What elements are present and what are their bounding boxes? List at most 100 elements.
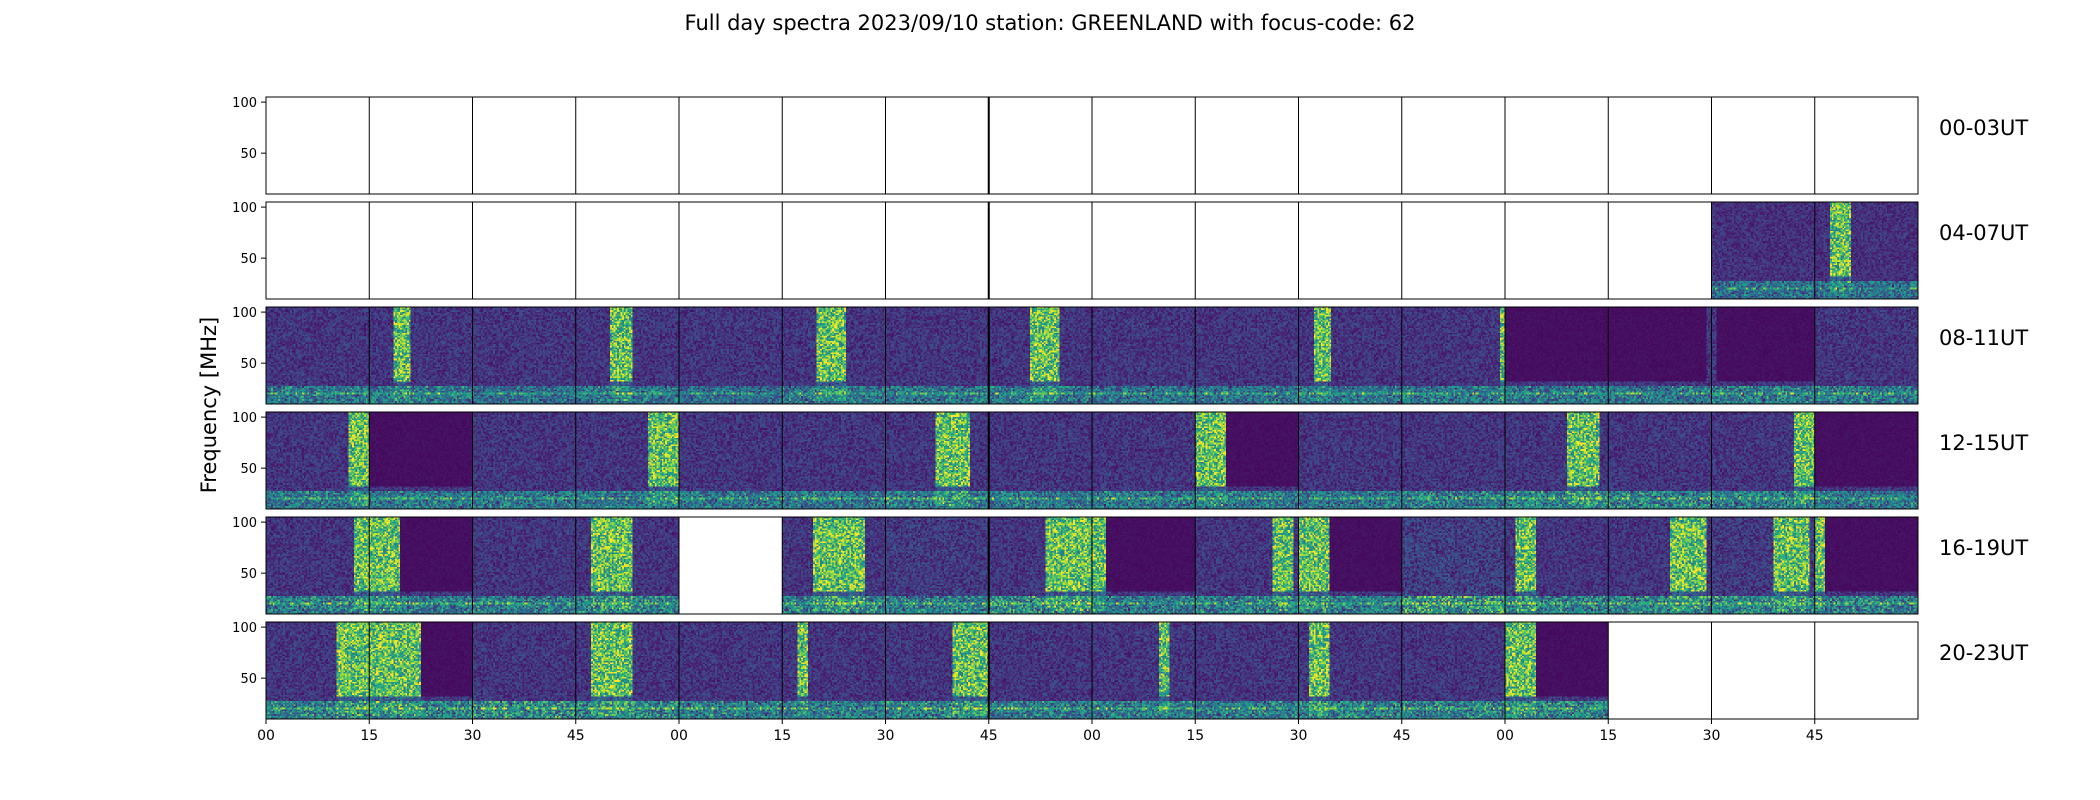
spectrogram-panel <box>575 517 679 614</box>
empty-panel <box>885 202 989 299</box>
y-tick-label: 100 <box>232 96 257 111</box>
x-tick-label: 45 <box>980 728 998 744</box>
y-tick-label: 50 <box>240 252 257 267</box>
spectrogram-panel <box>1092 622 1196 719</box>
spectrogram-panel <box>988 307 1092 404</box>
empty-panel <box>1711 622 1815 719</box>
empty-panel <box>782 97 886 194</box>
spectrogram-panel <box>1505 622 1609 719</box>
empty-panel <box>988 202 1092 299</box>
spectrogram-panel <box>472 412 576 509</box>
x-tick-label: 00 <box>1496 728 1514 744</box>
empty-panel <box>679 97 783 194</box>
spectrogram-panel <box>1814 307 1918 404</box>
spectrogram-panel <box>1092 517 1196 614</box>
row-label: 00-03UT <box>1939 116 2028 140</box>
spectrogram-panel <box>988 622 1092 719</box>
spectrogram-panel <box>1195 307 1299 404</box>
empty-panel <box>679 202 783 299</box>
row-label: 04-07UT <box>1939 221 2028 245</box>
spectrogram-panel <box>369 517 473 614</box>
empty-panel <box>575 97 679 194</box>
spectrogram-panel <box>1711 202 1815 299</box>
spectrogram-panel <box>885 622 989 719</box>
row-frame <box>265 96 1919 195</box>
x-tick-label: 15 <box>360 728 378 744</box>
empty-panel <box>1505 202 1609 299</box>
spectrogram-panel <box>1505 517 1609 614</box>
empty-panel <box>1505 97 1609 194</box>
spectrogram-panel <box>1608 307 1712 404</box>
empty-panel <box>1298 97 1402 194</box>
empty-panel <box>1814 622 1918 719</box>
spectrogram-panel <box>782 307 886 404</box>
spectra-row: 50 100 00-03UT <box>232 96 2028 195</box>
x-tick-label: 30 <box>1290 728 1308 744</box>
spectrogram-panel <box>575 307 679 404</box>
empty-panel <box>1608 622 1712 719</box>
spectrogram-panel <box>1298 622 1402 719</box>
y-tick-label: 50 <box>240 567 257 582</box>
row-frame <box>265 201 1919 300</box>
y-axis-label: Frequency [MHz] <box>197 317 221 493</box>
spectrogram-panel <box>1608 517 1712 614</box>
x-tick-label: 00 <box>670 728 688 744</box>
x-tick-label: 45 <box>567 728 585 744</box>
spectrogram-panel <box>1092 412 1196 509</box>
y-tick-label: 100 <box>232 201 257 216</box>
spectrogram-panel <box>1814 202 1918 299</box>
row-frame <box>265 516 1919 615</box>
y-tick-label: 100 <box>232 411 257 426</box>
spectrogram-panel <box>679 412 783 509</box>
row-label: 16-19UT <box>1939 536 2028 560</box>
spectrogram-panel <box>472 622 576 719</box>
spectrogram-panel <box>1195 622 1299 719</box>
y-tick-label: 100 <box>232 516 257 531</box>
empty-panel <box>1711 97 1815 194</box>
spectrogram-panel <box>1195 517 1299 614</box>
x-tick-label: 15 <box>1599 728 1617 744</box>
row-frame <box>265 411 1919 510</box>
spectrogram-panel <box>1505 412 1609 509</box>
empty-panel <box>679 517 783 614</box>
empty-panel <box>1401 97 1505 194</box>
row-label: 08-11UT <box>1939 326 2028 350</box>
spectrogram-panel <box>369 622 473 719</box>
x-tick-label: 00 <box>1083 728 1101 744</box>
empty-panel <box>1092 97 1196 194</box>
row-frame <box>265 306 1919 405</box>
spectra-row: 50 100 20-23UT <box>232 621 2028 720</box>
row-label: 20-23UT <box>1939 641 2028 665</box>
spectra-row: 50 100 08-11UT <box>232 306 2028 405</box>
empty-panel <box>885 97 989 194</box>
y-tick-label: 50 <box>240 357 257 372</box>
empty-panel <box>782 202 886 299</box>
spectrogram-panel <box>1814 517 1918 614</box>
spectrogram-panel <box>266 307 370 404</box>
x-tick-label: 45 <box>1393 728 1411 744</box>
spectrogram-panel <box>1814 412 1918 509</box>
spectrogram-panel <box>1195 412 1299 509</box>
spectrogram-panel <box>1298 517 1402 614</box>
y-tick-label: 100 <box>232 306 257 321</box>
spectrogram-panel <box>266 517 370 614</box>
empty-panel <box>1814 97 1918 194</box>
spectrogram-panel <box>1092 307 1196 404</box>
spectra-row: 50 100 04-07UT <box>232 201 2028 300</box>
spectrogram-panel <box>988 517 1092 614</box>
spectrogram-panel <box>1298 307 1402 404</box>
spectra-row: 50 100 12-15UT <box>232 411 2028 510</box>
y-tick-label: 50 <box>240 462 257 477</box>
spectrogram-panel <box>575 622 679 719</box>
spectrogram-panel <box>679 307 783 404</box>
empty-panel <box>1298 202 1402 299</box>
empty-panel <box>369 202 473 299</box>
spectrogram-panel <box>885 517 989 614</box>
empty-panel <box>1195 202 1299 299</box>
spectrogram-panel <box>1711 307 1815 404</box>
spectrogram-panel <box>266 412 370 509</box>
x-tick-label: 45 <box>1806 728 1824 744</box>
spectrogram-panel <box>1401 307 1505 404</box>
empty-panel <box>472 202 576 299</box>
